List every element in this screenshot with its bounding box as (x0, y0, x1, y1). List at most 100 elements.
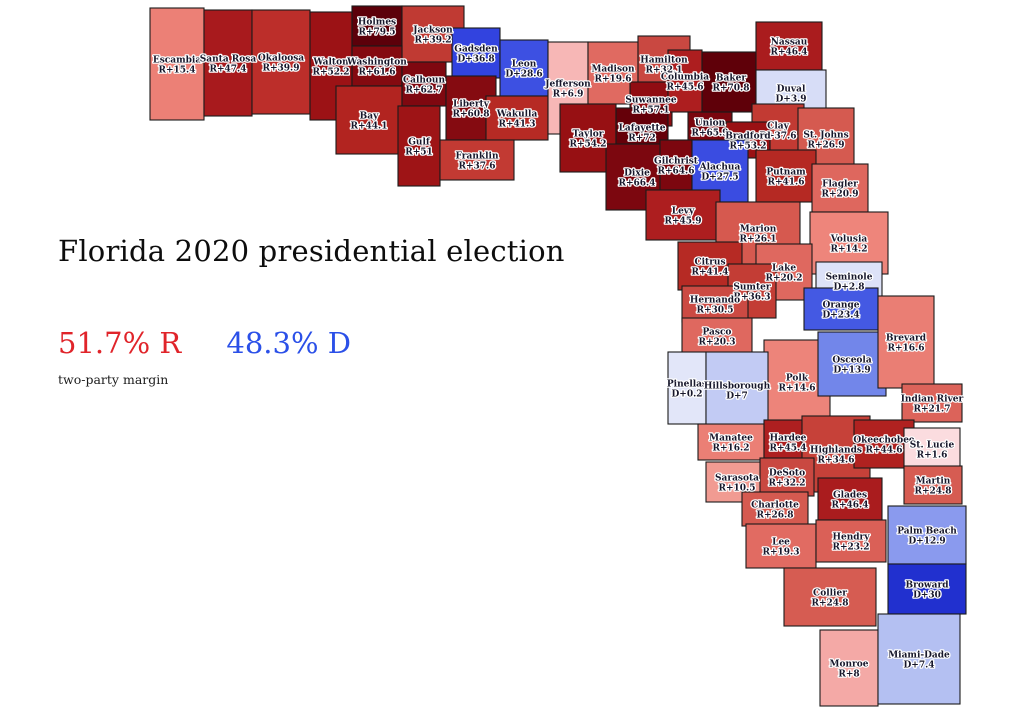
county-shape-martin (903, 465, 963, 505)
margin-note: two-party margin (58, 372, 169, 387)
county-shape-st-lucie (903, 427, 961, 471)
county-shape-hendry (815, 519, 887, 563)
county-label-okaloosa: Okaloosa R+39.9 (258, 54, 304, 74)
county-shape-franklin (439, 139, 515, 181)
county-label-calhoun: Calhoun R+62.7 (403, 76, 446, 96)
county-shape-charlotte (741, 491, 809, 527)
county-label-baker: Baker R+70.8 (713, 74, 750, 94)
page-title: Florida 2020 presidential election (58, 234, 565, 268)
county-label-sumter: Sumter R+36.3 (733, 283, 770, 303)
county-label-duval: Duval D+3.9 (775, 85, 806, 105)
county-shape-brevard (877, 295, 935, 389)
county-shape-flagler (811, 163, 869, 213)
county-shape-levy (645, 189, 721, 241)
county-label-monroe: Monroe R+8 (830, 660, 869, 680)
county-label-hillsborough: Hillsborough D+7 (704, 382, 771, 402)
county-label-brevard: Brevard R+16.6 (886, 334, 927, 354)
county-label-volusia: Volusia R+14.2 (830, 235, 868, 255)
county-shape-orange (803, 287, 879, 331)
county-label-hernando: Hernando R+30.5 (690, 296, 740, 316)
county-label-desoto: DeSoto R+32.2 (769, 469, 806, 489)
county-label-miami-dade: Miami-Dade D+7.4 (888, 651, 950, 671)
county-shape-lee (745, 523, 817, 569)
county-label-charlotte: Charlotte R+26.8 (751, 501, 799, 521)
county-label-osceola: Osceola D+13.9 (832, 356, 872, 376)
county-shape-wakulla (485, 95, 549, 141)
county-shape-pinellas (667, 351, 707, 425)
county-shape-gulf (397, 105, 441, 187)
county-label-martin: Martin R+24.8 (915, 477, 952, 497)
county-label-jefferson: Jefferson R+6.9 (544, 80, 591, 100)
county-shape-hillsborough (705, 351, 769, 429)
county-label-sarasota: Sarasota R+10.5 (715, 474, 759, 494)
county-label-gulf: Gulf R+51 (405, 138, 433, 158)
county-label-putnam: Putnam R+41.6 (766, 168, 806, 188)
two-party-result: 51.7% R 48.3% D (58, 326, 351, 360)
county-label-pinellas: Pinellas D+0.2 (667, 380, 707, 400)
county-label-franklin: Franklin R+37.6 (456, 152, 499, 172)
county-label-broward: Broward D+30 (906, 581, 950, 601)
republican-share: 51.7% R (58, 326, 182, 360)
county-label-pasco: Pasco R+20.3 (699, 328, 736, 348)
county-label-st-lucie: St. Lucie R+1.6 (910, 441, 955, 461)
democratic-share: 48.3% D (226, 326, 352, 360)
county-label-suwannee: Suwannee R+57.1 (625, 96, 676, 116)
county-label-alachua: Alachua D+27.5 (699, 163, 741, 183)
county-label-flagler: Flagler R+20.9 (822, 180, 859, 200)
county-label-washington: Washington R+61.6 (346, 58, 407, 78)
county-label-dixie: Dixie R+66.4 (619, 169, 656, 189)
county-shape-broward (887, 563, 967, 615)
county-label-manatee: Manatee R+16.2 (709, 434, 753, 454)
county-label-holmes: Holmes R+79.5 (358, 18, 396, 38)
county-shape-indian-river (901, 383, 963, 423)
county-label-taylor: Taylor R+54.2 (570, 130, 607, 150)
county-label-palm-beach: Palm Beach D+12.9 (897, 527, 957, 547)
county-label-levy: Levy R+45.9 (665, 207, 702, 227)
county-label-jackson: Jackson R+39.2 (412, 26, 453, 46)
county-label-clay: Clay R+37.6 (760, 122, 797, 142)
county-label-orange: Orange D+23.4 (822, 301, 859, 321)
county-label-nassau: Nassau R+46.4 (771, 38, 808, 58)
county-label-indian-river: Indian River R+21.7 (901, 395, 964, 415)
county-label-lafayette: Lafayette R+72 (619, 124, 666, 144)
county-label-okeechobee: Okeechobee R+44.6 (853, 436, 915, 456)
county-shape-union (687, 111, 733, 143)
county-label-union: Union R+65.9 (692, 119, 729, 139)
county-label-gadsden: Gadsden D+36.8 (454, 45, 498, 65)
county-shape-columbia (667, 49, 703, 113)
county-label-bradford: Bradford R+53.2 (725, 132, 771, 152)
county-shape-manatee (697, 423, 765, 461)
county-shape-collier (783, 567, 877, 627)
county-shape-santa-rosa (203, 9, 253, 117)
county-label-santa-rosa: Santa Rosa R+47.4 (200, 55, 257, 75)
county-label-citrus: Citrus R+41.4 (692, 258, 729, 278)
county-shape-hernando (681, 285, 749, 323)
county-label-glades: Glades R+46.4 (832, 491, 869, 511)
county-label-bay: Bay R+44.1 (351, 112, 388, 132)
county-label-lee: Lee R+19.3 (763, 538, 800, 558)
title-block: Florida 2020 presidential election (58, 234, 565, 268)
county-label-hardee: Hardee R+45.4 (770, 434, 807, 454)
county-shape-monroe (819, 629, 879, 707)
county-shape-okaloosa (251, 9, 311, 115)
county-label-st-johns: St. Johns R+26.9 (803, 131, 848, 151)
county-shape-escambia (149, 7, 205, 121)
county-label-hamilton: Hamilton R+32.1 (640, 56, 688, 76)
county-label-collier: Collier R+24.8 (812, 589, 849, 609)
county-shape-gadsden (451, 27, 501, 79)
county-shape-bay (335, 85, 403, 155)
county-label-walton: Walton R+52.2 (312, 58, 349, 78)
county-label-leon: Leon D+28.6 (505, 60, 542, 80)
county-label-highlands: Highlands R+34.6 (810, 446, 862, 466)
county-label-hendry: Hendry R+23.2 (832, 533, 870, 553)
county-label-seminole: Seminole D+2.8 (826, 273, 873, 293)
county-label-escambia: Escambia R+15.4 (153, 56, 201, 76)
county-label-wakulla: Wakulla R+41.3 (496, 110, 538, 130)
county-label-columbia: Columbia R+45.6 (661, 73, 709, 93)
county-label-marion: Marion R+26.1 (740, 225, 777, 245)
county-shape-miami-dade (877, 613, 961, 705)
county-shape-pasco (681, 317, 753, 355)
county-label-liberty: Liberty R+60.8 (453, 100, 490, 120)
